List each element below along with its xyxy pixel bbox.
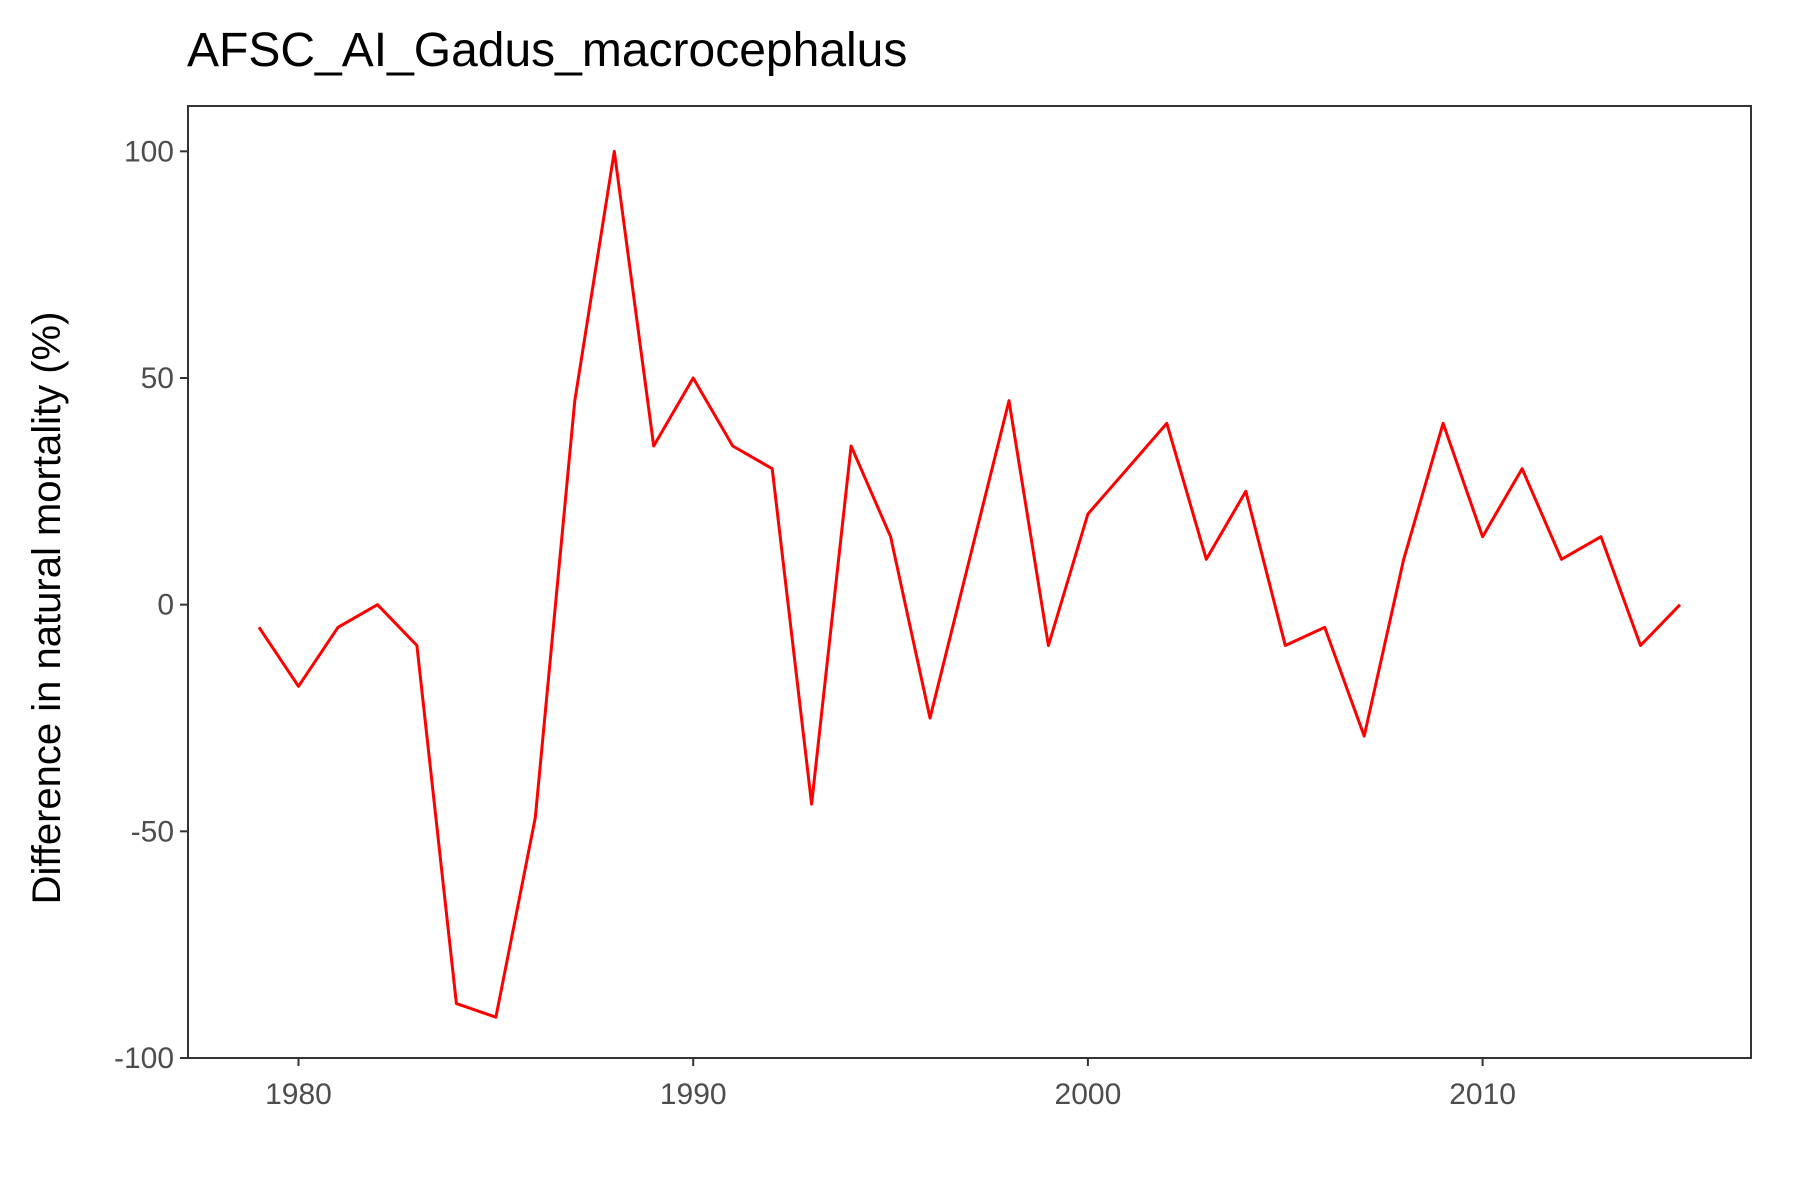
y-tick-label: 100 <box>124 135 174 168</box>
series-layer <box>257 149 1682 1019</box>
x-tick-label: 2000 <box>1055 1078 1122 1111</box>
x-tick-label: 1990 <box>660 1078 727 1111</box>
plot-panel <box>187 105 1752 1059</box>
y-axis: -100 -50 0 50 100 <box>114 135 188 1075</box>
x-axis: 1980 1990 2000 2010 <box>265 1058 1516 1111</box>
x-tick-label: 2010 <box>1449 1078 1516 1111</box>
series-line <box>257 149 1682 1019</box>
y-tick-label: 50 <box>141 362 174 395</box>
x-tick-label: 1980 <box>265 1078 332 1111</box>
y-axis-label: Difference in natural mortality (%) <box>25 312 69 905</box>
y-tick-label: -100 <box>114 1042 174 1075</box>
y-tick-label: 0 <box>157 589 174 622</box>
y-tick-label: -50 <box>131 815 174 848</box>
chart-title: AFSC_AI_Gadus_macrocephalus <box>187 24 907 77</box>
